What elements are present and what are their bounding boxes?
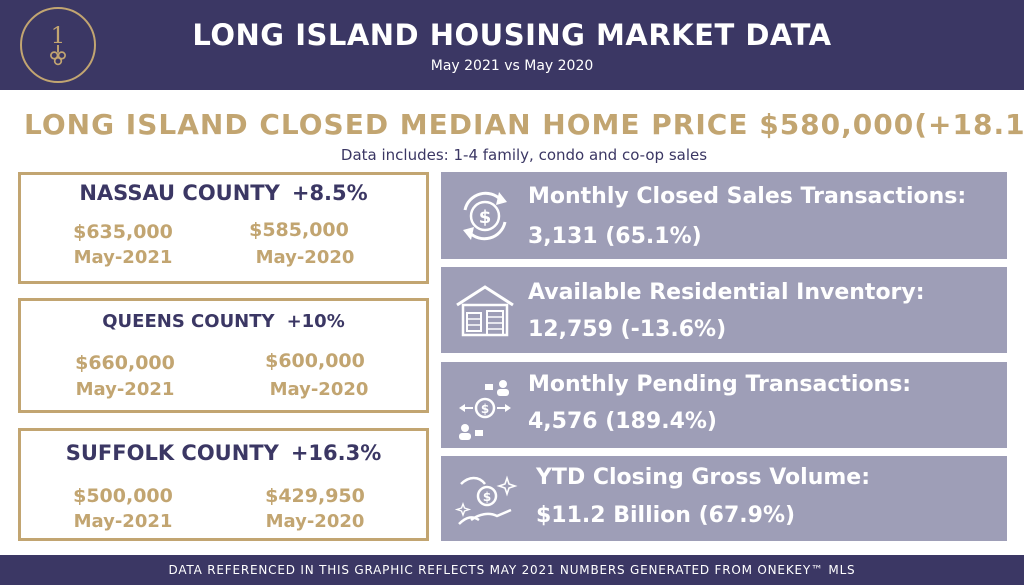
svg-text:$: $ <box>481 402 489 416</box>
period-2020: May-2020 <box>265 511 365 532</box>
svg-text:$: $ <box>483 490 491 504</box>
period-2020: May-2020 <box>255 247 355 268</box>
stat-label: Monthly Pending Transactions: <box>528 372 912 397</box>
period-2020: May-2020 <box>269 379 369 400</box>
period-2021: May-2021 <box>75 379 175 400</box>
dollar-cycle-icon: $ <box>449 180 521 252</box>
stat-value: 4,576 (189.4%) <box>528 409 717 434</box>
county-card-suffolk: SUFFOLK COUNTY +16.3% $500,000 May-2021 $… <box>18 428 429 541</box>
data-includes-note: Data includes: 1-4 family, condo and co-… <box>340 146 708 164</box>
period-2021: May-2021 <box>73 511 173 532</box>
county-change: +16.3% <box>290 441 382 465</box>
house-inventory-icon <box>449 275 521 347</box>
county-change: +10% <box>286 311 345 332</box>
pending-exchange-icon: $ <box>449 370 521 442</box>
county-name: QUEENS COUNTY <box>102 311 275 332</box>
stat-value: 3,131 (65.1%) <box>528 224 702 249</box>
svg-text:1: 1 <box>51 23 65 49</box>
county-title: NASSAU COUNTY +8.5% <box>21 181 426 205</box>
stat-label: YTD Closing Gross Volume: <box>536 465 871 490</box>
county-card-nassau: NASSAU COUNTY +8.5% $635,000 May-2021 $58… <box>18 172 429 284</box>
stat-panel-gross-volume: $ YTD Closing Gross Volume: $11.2 Billio… <box>441 456 1007 541</box>
stat-label: Monthly Closed Sales Transactions: <box>528 184 967 209</box>
stat-panel-inventory: Available Residential Inventory: 12,759 … <box>441 267 1007 353</box>
hand-dollar-icon: $ <box>449 464 521 536</box>
footer-disclaimer: DATA REFERENCED IN THIS GRAPHIC REFLECTS… <box>0 555 1024 585</box>
price-2020: $429,950 <box>265 485 365 507</box>
svg-text:$: $ <box>479 207 492 228</box>
circle-1-monogram-logo-icon: 1 <box>20 7 96 83</box>
price-2021: $500,000 <box>73 485 173 507</box>
stat-value: 12,759 (-13.6%) <box>528 317 727 342</box>
period-2021: May-2021 <box>73 247 173 268</box>
county-title: SUFFOLK COUNTY +16.3% <box>21 441 426 465</box>
county-name: SUFFOLK COUNTY <box>65 441 279 465</box>
county-card-queens: QUEENS COUNTY +10% $660,000 May-2021 $600… <box>18 298 429 413</box>
price-2021: $660,000 <box>75 352 175 374</box>
county-name: NASSAU COUNTY <box>79 181 280 205</box>
page-subtitle: May 2021 vs May 2020 <box>430 58 594 74</box>
price-2021: $635,000 <box>73 221 173 243</box>
page-title: LONG ISLAND HOUSING MARKET DATA <box>192 18 832 52</box>
stat-panel-closed-sales: $ Monthly Closed Sales Transactions: 3,1… <box>441 172 1007 259</box>
county-change: +8.5% <box>291 181 368 205</box>
price-2020: $600,000 <box>265 350 365 372</box>
price-2020: $585,000 <box>249 219 349 241</box>
header-banner: 1 LONG ISLAND HOUSING MARKET DATA May 20… <box>0 0 1024 90</box>
stat-panel-pending: $ Monthly Pending Transactions: 4,576 (1… <box>441 362 1007 448</box>
stat-value: $11.2 Billion (67.9%) <box>536 503 796 528</box>
county-title: QUEENS COUNTY +10% <box>21 311 426 332</box>
median-price-headline: LONG ISLAND CLOSED MEDIAN HOME PRICE $58… <box>24 108 1024 141</box>
stat-label: Available Residential Inventory: <box>528 280 925 305</box>
